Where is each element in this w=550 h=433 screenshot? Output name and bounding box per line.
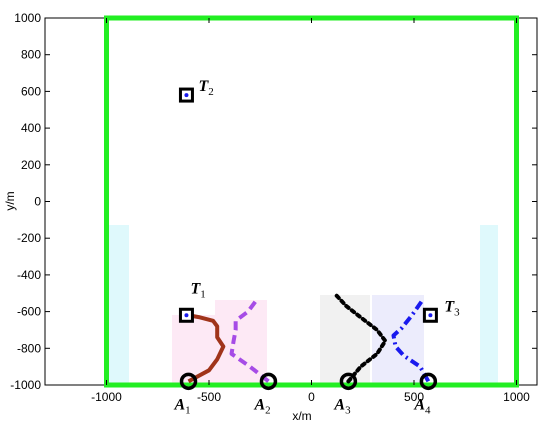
agent-marker-1 (179, 372, 198, 391)
target-label-3: T3 (444, 298, 460, 318)
axis-ticks: -1000 -500 0 500 1000 1000 800 600 400 200 0 -200 -4… (10, 11, 537, 404)
agent-zone-a4 (372, 295, 424, 385)
agent-marker-2 (259, 372, 278, 391)
y-tick-label: -200 (17, 231, 41, 245)
y-axis-label: y/m (3, 191, 17, 210)
y-tick-label: 0 (34, 195, 41, 209)
x-axis-label: x/m (292, 409, 311, 423)
y-tick-label: 800 (21, 48, 41, 62)
y-tick-label: 400 (21, 121, 41, 135)
agent-marker-3 (339, 372, 358, 391)
y-tick-label: 600 (21, 84, 41, 98)
y-tick-label: -800 (17, 341, 41, 355)
agent-zone-a3 (320, 295, 370, 385)
agent-marker-4 (419, 372, 438, 391)
trajectory-4 (391, 299, 431, 383)
x-tick-label: 1000 (503, 390, 530, 404)
y-tick-label: -400 (17, 268, 41, 282)
left-shaded-band (109, 225, 129, 386)
x-tick-label: 0 (308, 390, 315, 404)
target-center-dot (428, 313, 433, 318)
trajectory-2 (229, 299, 270, 383)
agent-label-2: A2 (253, 396, 270, 416)
target-center-dot (184, 93, 189, 98)
target-label-2: T2 (198, 78, 213, 98)
boundary-rectangle (104, 15, 519, 388)
x-tick-label: -1000 (91, 390, 122, 404)
y-tick-label: 200 (21, 158, 41, 172)
y-tick-label: 1000 (14, 11, 41, 25)
y-tick-label: -600 (17, 305, 41, 319)
agent-label-3: A3 (333, 396, 351, 416)
agent-label-1: A1 (174, 396, 191, 416)
target-center-dot (184, 313, 189, 318)
agent-zone-a1 (172, 315, 220, 385)
x-tick-label: 500 (404, 390, 424, 404)
markers (178, 87, 438, 391)
trajectory-3 (334, 293, 388, 384)
y-tick-label: -1000 (10, 378, 41, 392)
target-label-1: T1 (190, 280, 205, 300)
right-shaded-band (480, 225, 498, 386)
agent-label-4: A4 (413, 396, 431, 416)
x-tick-label: -500 (197, 390, 221, 404)
